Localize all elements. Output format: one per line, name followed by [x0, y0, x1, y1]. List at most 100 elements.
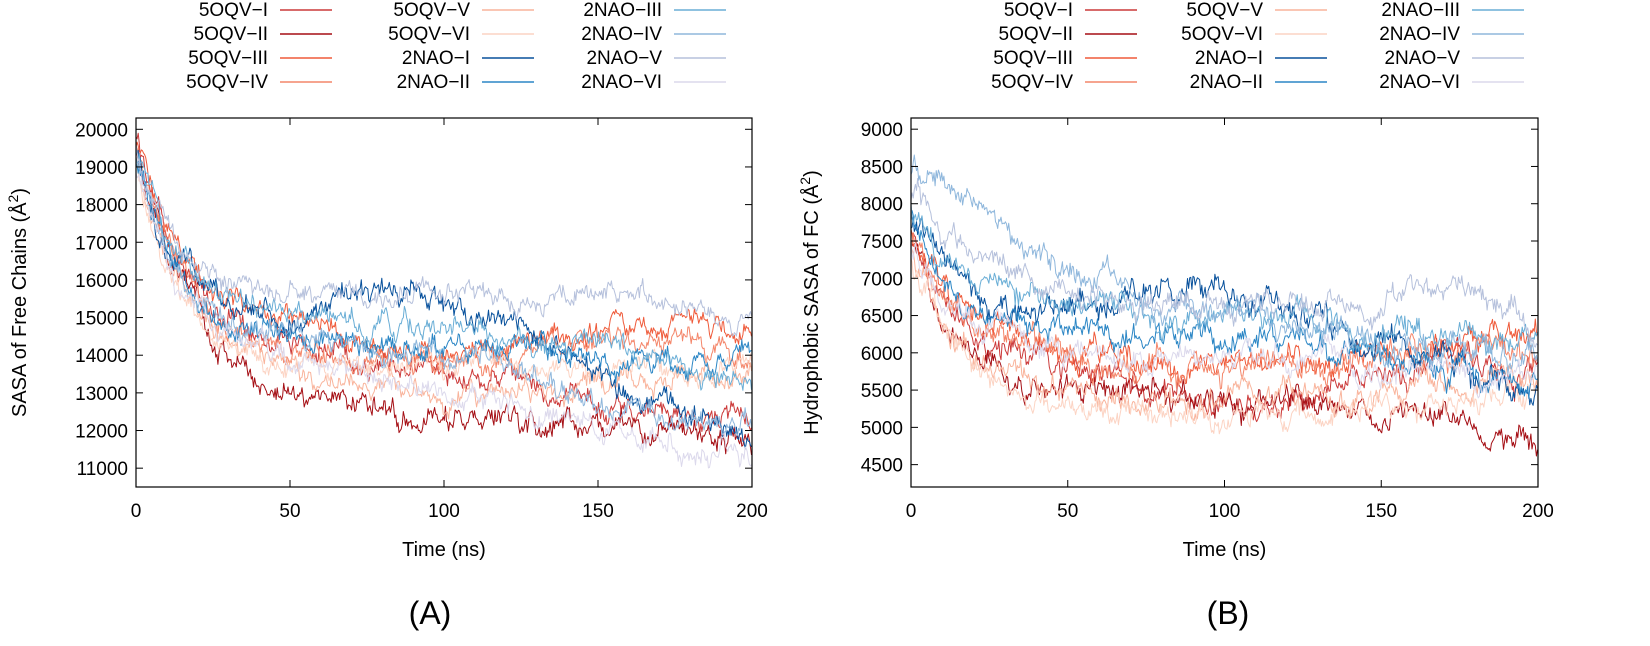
legend-label: 5OQV−III: [993, 48, 1073, 69]
y-tick-label: 7500: [861, 232, 903, 253]
y-tick-label: 8000: [861, 195, 903, 216]
series-line: [911, 178, 1538, 348]
legend-entry: 2NAO−III: [583, 0, 726, 21]
legend-label: 2NAO−II: [397, 72, 470, 93]
legend-label: 5OQV−V: [393, 0, 470, 21]
x-tick-label: 0: [906, 501, 917, 522]
legend-entry: 2NAO−VI: [581, 72, 726, 93]
series-line: [136, 161, 752, 436]
legend-entry: 5OQV−III: [188, 48, 332, 69]
y-tick-label: 16000: [75, 271, 128, 292]
legend-entry: 5OQV−II: [194, 24, 332, 45]
y-tick-label: 6500: [861, 307, 903, 328]
y-tick-label: 14000: [75, 346, 128, 367]
y-tick-label: 15000: [75, 309, 128, 330]
x-tick-label: 200: [1522, 501, 1554, 522]
series-line: [136, 144, 752, 337]
y-tick-label: 9000: [861, 120, 903, 141]
legend-entry: 5OQV−VI: [1181, 24, 1327, 45]
y-tick-label: 11000: [77, 459, 128, 480]
series-line: [136, 149, 752, 450]
legend-label: 2NAO−II: [1190, 72, 1263, 93]
legend-entry: 2NAO−I: [1195, 48, 1327, 69]
legend-entry: 2NAO−V: [1384, 48, 1524, 69]
legend-label: 2NAO−IV: [1379, 24, 1460, 45]
legend-entry: 5OQV−IV: [991, 72, 1137, 93]
x-tick-label: 150: [1365, 501, 1397, 522]
legend-label: 5OQV−II: [194, 24, 268, 45]
legend-label: 2NAO−III: [583, 0, 662, 21]
x-tick-label: 0: [131, 501, 142, 522]
series-line: [911, 204, 1538, 356]
y-tick-label: 19000: [75, 158, 128, 179]
legend-label: 2NAO−VI: [1379, 72, 1460, 93]
y-tick-label: 13000: [75, 384, 128, 405]
series-line: [911, 232, 1538, 390]
x-tick-label: 50: [279, 501, 300, 522]
legend-label: 5OQV−IV: [991, 72, 1073, 93]
y-tick-label: 8500: [861, 157, 903, 178]
x-tick-label: 150: [582, 501, 614, 522]
legend-label: 5OQV−I: [199, 0, 268, 21]
legend-entry: 5OQV−V: [393, 0, 534, 21]
series-line: [911, 232, 1538, 423]
y-tick-label: 5000: [861, 418, 903, 439]
legend-label: 5OQV−VI: [388, 24, 470, 45]
legend-entry: 2NAO−II: [1190, 72, 1327, 93]
legend-entry: 2NAO−IV: [581, 24, 726, 45]
series-line: [136, 163, 752, 390]
x-tick-label: 100: [428, 501, 460, 522]
y-tick-label: 7000: [861, 269, 903, 290]
series-line: [136, 173, 752, 469]
legend-entry: 2NAO−VI: [1379, 72, 1524, 93]
legend-label: 2NAO−IV: [581, 24, 662, 45]
series-line: [911, 210, 1538, 399]
legend-entry: 5OQV−V: [1186, 0, 1327, 21]
y-axis-label: Hydrophobic SASA of FC (Å2): [797, 170, 823, 435]
y-axis-label: SASA of Free Chains (Å2): [5, 188, 31, 417]
legend-entry: 5OQV−VI: [388, 24, 534, 45]
plot-area: [911, 154, 1538, 457]
legend-entry: 5OQV−I: [199, 0, 332, 21]
legend-label: 5OQV−VI: [1181, 24, 1263, 45]
x-tick-label: 100: [1209, 501, 1241, 522]
plot-area: [136, 132, 752, 469]
legend-label: 2NAO−I: [1195, 48, 1263, 69]
legend-label: 2NAO−III: [1381, 0, 1460, 21]
series-line: [911, 249, 1538, 421]
series-line: [911, 257, 1538, 435]
panel-label: (A): [409, 595, 452, 631]
y-tick-label: 6000: [861, 344, 903, 365]
x-axis-label: Time (ns): [1183, 539, 1267, 561]
chart-panel-1: 0 50 100 150 200 11000 12000 13000 14000 15000 160…: [5, 0, 768, 631]
legend-label: 5OQV−I: [1004, 0, 1073, 21]
y-tick-label: 20000: [75, 120, 128, 141]
legend-label: 2NAO−I: [402, 48, 470, 69]
series-line: [911, 154, 1538, 375]
panel-label: (B): [1207, 595, 1250, 631]
y-tick-label: 18000: [75, 196, 128, 217]
legend-entry: 5OQV−II: [999, 24, 1137, 45]
x-tick-label: 50: [1057, 501, 1078, 522]
series-line: [136, 153, 752, 391]
y-tick-label: 4500: [861, 456, 903, 477]
series-line: [136, 147, 752, 377]
x-tick-label: 200: [736, 501, 768, 522]
legend-label: 5OQV−III: [188, 48, 268, 69]
series-line: [911, 240, 1538, 399]
series-line: [136, 154, 752, 420]
legend-label: 5OQV−V: [1186, 0, 1263, 21]
y-tick-label: 12000: [75, 422, 128, 443]
legend-label: 2NAO−VI: [581, 72, 662, 93]
x-axis-label: Time (ns): [402, 539, 486, 561]
legend-entry: 5OQV−III: [993, 48, 1137, 69]
legend-entry: 2NAO−III: [1381, 0, 1524, 21]
legend-label: 2NAO−V: [1384, 48, 1460, 69]
chart-panel-2: 0 50 100 150 200 4500 5000 5500 6000 6500 7000 7500…: [797, 0, 1554, 631]
legend-entry: 5OQV−IV: [186, 72, 332, 93]
y-tick-label: 5500: [861, 381, 903, 402]
legend-entry: 2NAO−II: [397, 72, 534, 93]
legend-label: 2NAO−V: [586, 48, 662, 69]
legend-label: 5OQV−IV: [186, 72, 268, 93]
